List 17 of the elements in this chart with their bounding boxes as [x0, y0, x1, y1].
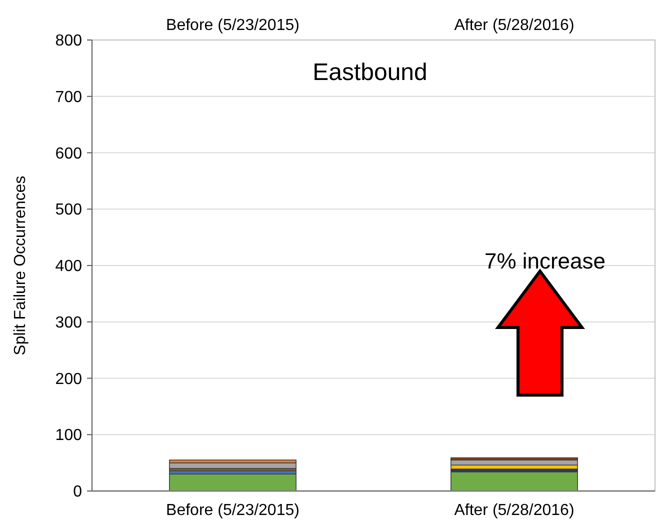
y-tick-label: 400: [55, 258, 82, 276]
y-tick-label: 600: [55, 145, 82, 162]
y-tick-label: 200: [55, 370, 82, 388]
bar: [169, 474, 296, 492]
annotation: 7% increase: [484, 248, 606, 274]
y-tick-label: 500: [55, 202, 82, 219]
y-tick-label: 300: [55, 314, 82, 332]
bar: [450, 471, 578, 492]
category-label: Before (5/23/2015): [166, 502, 300, 519]
y-tick-label: 0: [73, 484, 82, 501]
category-label: After (5/28/2016): [454, 502, 574, 519]
y-tick-label: 800: [55, 32, 82, 50]
y-axis-title: Split Failure Occurrences: [12, 176, 29, 356]
bar: [169, 462, 296, 469]
y-tick-label: 100: [55, 427, 82, 444]
text: Eastbound: [312, 59, 428, 86]
y-tick-label: 700: [55, 88, 82, 106]
